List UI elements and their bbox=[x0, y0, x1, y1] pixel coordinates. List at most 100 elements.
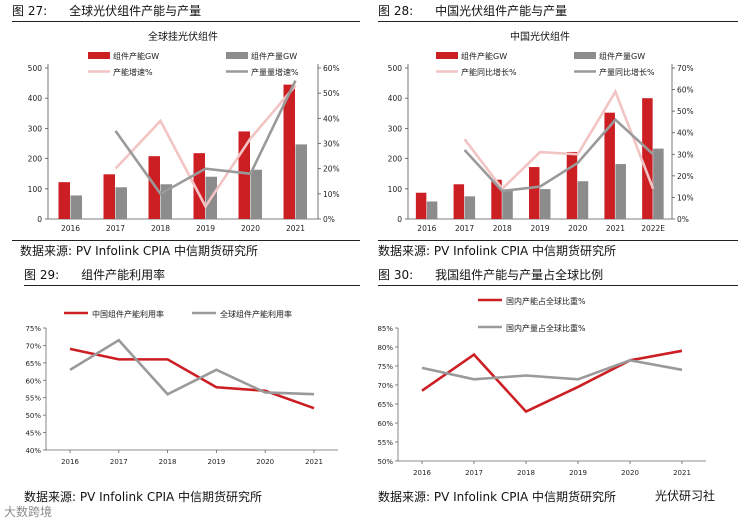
line-output-growth bbox=[114, 80, 297, 196]
figure-number: 图 28: bbox=[378, 4, 414, 18]
x-tick-label: 2021 bbox=[673, 469, 691, 477]
bar-capacity bbox=[58, 182, 70, 219]
bar-capacity bbox=[642, 98, 653, 219]
legend-label: 中国组件产能利用率 bbox=[92, 309, 164, 319]
figure-28-header: 图 28: 中国光伏组件产能与产量 bbox=[378, 4, 567, 18]
figure-title: 组件产能利用率 bbox=[81, 268, 166, 282]
x-tick-label: 2017 bbox=[455, 224, 474, 233]
y-tick-label: 80% bbox=[377, 344, 393, 352]
line-series-global bbox=[69, 338, 315, 396]
header-rule bbox=[12, 21, 360, 22]
x-tick-label: 2020 bbox=[568, 224, 587, 233]
y-tick-label: 65% bbox=[377, 401, 393, 409]
x-tick-label: 2020 bbox=[256, 458, 274, 466]
bar-output bbox=[653, 148, 664, 219]
bar-capacity bbox=[566, 151, 578, 219]
y2-tick-label: 0% bbox=[323, 215, 335, 224]
figure-title: 中国光伏组件产能与产量 bbox=[435, 4, 568, 18]
y-tick-label: 50% bbox=[25, 412, 41, 420]
bar-capacity bbox=[193, 153, 205, 219]
y-tick-label: 70% bbox=[377, 382, 393, 390]
figure-29-header: 图 29: 组件产能利用率 bbox=[24, 268, 165, 282]
y2-tick-label: 70% bbox=[677, 64, 694, 73]
source-rule bbox=[378, 240, 738, 241]
y-tick-label: 50% bbox=[377, 458, 393, 466]
y-tick-label: 65% bbox=[25, 360, 41, 368]
line-series-global bbox=[421, 358, 683, 381]
line-chart: 40% 45% 50% 55% 60% 65% 70% 75% 2016 2017 2018 2019… bbox=[25, 309, 338, 466]
bar-output bbox=[70, 195, 82, 219]
x-tick-label: 2016 bbox=[417, 224, 436, 233]
line-capacity-growth bbox=[463, 88, 655, 191]
y-tick-label: 400 bbox=[28, 94, 43, 103]
figure-number: 图 27: bbox=[12, 4, 48, 18]
y2-tick-label: 60% bbox=[323, 64, 340, 73]
y2-tick-label: 20% bbox=[323, 165, 340, 174]
x-tick-label: 2020 bbox=[621, 469, 639, 477]
y-tick-label: 55% bbox=[25, 395, 41, 403]
x-tick-label: 2016 bbox=[413, 469, 431, 477]
figure-title: 我国组件产能与产量占全球比例 bbox=[435, 268, 604, 282]
bar-output bbox=[577, 181, 589, 219]
y-tick-label: 500 bbox=[28, 64, 43, 73]
figure-30-header: 图 30: 我国组件产能与产量占全球比例 bbox=[378, 268, 603, 282]
y-tick-label: 200 bbox=[28, 155, 43, 164]
source-note: 数据来源: PV Infolink CPIA 中信期货研究所 bbox=[378, 244, 617, 258]
y-tick-label: 300 bbox=[388, 124, 403, 133]
y2-tick-label: 50% bbox=[677, 107, 694, 116]
line-chart: 50% 55% 60% 65% 70% 75% 80% 85% 2016 2017 2018 2019… bbox=[377, 296, 706, 477]
x-tick-label: 2019 bbox=[196, 224, 215, 233]
y2-tick-label: 40% bbox=[677, 129, 694, 138]
y-tick-label: 500 bbox=[388, 64, 403, 73]
chart-title: 中国光伏组件 bbox=[510, 30, 570, 43]
bar-output bbox=[250, 169, 262, 219]
legend-label: 产量同比增长% bbox=[599, 67, 655, 77]
y-tick-label: 0 bbox=[397, 215, 402, 224]
watermark: 大数跨境 bbox=[4, 505, 53, 519]
y-tick-label: 60% bbox=[25, 377, 41, 385]
y-tick-label: 100 bbox=[388, 185, 403, 194]
x-tick-label: 2016 bbox=[61, 224, 80, 233]
y-tick-label: 40% bbox=[25, 447, 41, 455]
bar-capacity bbox=[148, 156, 160, 219]
x-tick-label: 2018 bbox=[159, 458, 177, 466]
bar-output bbox=[295, 144, 307, 219]
x-tick-label: 2019 bbox=[569, 469, 587, 477]
bar-capacity bbox=[283, 84, 295, 219]
x-tick-label: 2020 bbox=[241, 224, 260, 233]
y-tick-label: 70% bbox=[25, 342, 41, 350]
line-series-china bbox=[421, 349, 683, 414]
x-tick-label: 2017 bbox=[110, 458, 128, 466]
y-tick-label: 75% bbox=[377, 363, 393, 371]
legend-label: 全球组件产能利用率 bbox=[220, 309, 292, 319]
figure-number: 图 29: bbox=[24, 268, 60, 282]
x-tick-label: 2021 bbox=[286, 224, 305, 233]
y-tick-label: 300 bbox=[28, 124, 43, 133]
line-capacity-growth bbox=[114, 84, 297, 209]
line-series-china bbox=[69, 347, 315, 410]
x-tick-label: 2021 bbox=[305, 458, 323, 466]
y2-tick-label: 0% bbox=[677, 215, 689, 224]
legend-swatch bbox=[436, 52, 458, 59]
x-tick-label: 2017 bbox=[465, 469, 483, 477]
bar-output bbox=[464, 196, 476, 219]
header-rule bbox=[378, 285, 738, 286]
y2-tick-label: 30% bbox=[677, 150, 694, 159]
y-tick-label: 200 bbox=[388, 155, 403, 164]
y2-tick-label: 20% bbox=[677, 172, 694, 181]
legend-label: 产能增速% bbox=[113, 67, 153, 77]
source-note: 数据来源: PV Infolink CPIA 中信期货研究所 bbox=[24, 490, 263, 504]
x-tick-label: 2019 bbox=[530, 224, 549, 233]
combo-chart: 中国光伏组件 0 100 200 300 400 500 0% 10% 20% 30% 40% 50% 6… bbox=[388, 30, 694, 233]
bar-capacity bbox=[529, 167, 540, 219]
bar-capacity bbox=[415, 192, 427, 219]
y-tick-label: 100 bbox=[28, 185, 43, 194]
legend-label: 组件产能GW bbox=[113, 51, 159, 61]
source-note: 数据来源: PV Infolink CPIA 中信期货研究所 bbox=[20, 244, 259, 258]
x-tick-label: 2017 bbox=[106, 224, 125, 233]
x-tick-label: 2018 bbox=[151, 224, 170, 233]
combo-chart: 全球挂光伏组件 0 100 200 300 400 500 0% 10% 20% 30% 40% 50%… bbox=[28, 30, 340, 233]
legend-swatch bbox=[88, 52, 110, 59]
bar-output bbox=[426, 201, 438, 219]
x-tick-label: 2022E bbox=[641, 224, 665, 233]
